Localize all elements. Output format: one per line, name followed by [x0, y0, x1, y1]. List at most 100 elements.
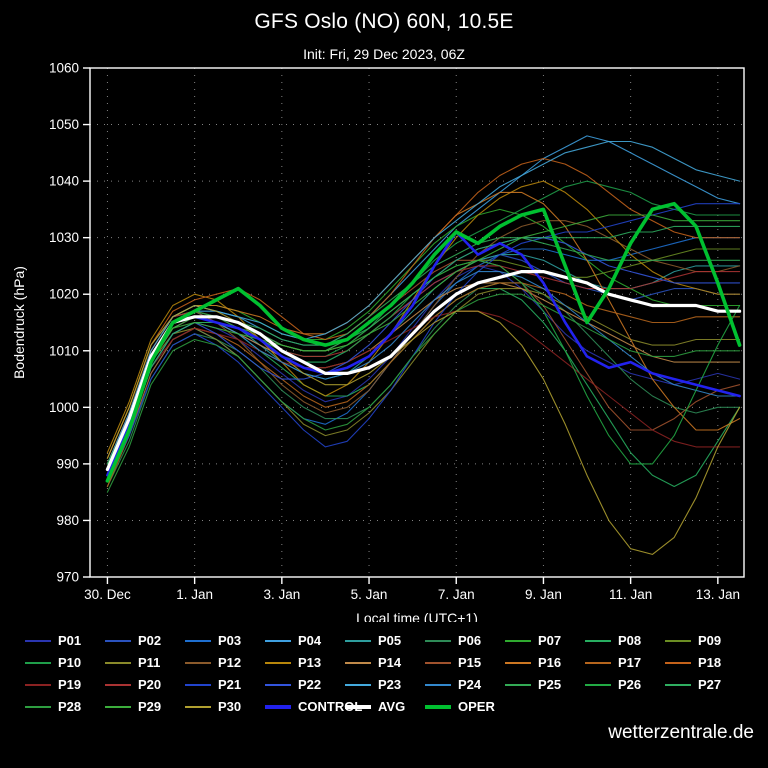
x-tick-label: 30. Dec	[84, 587, 131, 602]
legend: P01 P02 P03 P04 P05 P06 P07 P08 P09 P10 P11 P12 P13 P…	[0, 633, 768, 714]
series-line-control	[106, 230, 741, 477]
series-line-p29	[106, 214, 741, 471]
legend-swatch	[265, 661, 291, 664]
legend-label: P21	[218, 677, 242, 692]
legend-swatch	[425, 661, 451, 664]
footer: wetterzentrale.de	[0, 714, 768, 744]
legend-label: P17	[618, 655, 642, 670]
plot-border	[89, 67, 745, 578]
legend-swatch	[505, 639, 531, 642]
legend-item-p13: P13	[265, 655, 343, 670]
legend-item-p07: P07	[505, 633, 583, 648]
series-line-oper	[105, 201, 742, 483]
y-tick-label: 1010	[49, 343, 79, 358]
x-tick-label: 9. Jan	[525, 587, 562, 602]
legend-label: P19	[58, 677, 82, 692]
x-tick-label: 3. Jan	[263, 587, 300, 602]
x-tick-label: 1. Jan	[176, 587, 213, 602]
legend-item-control: CONTROL	[265, 699, 362, 714]
legend-item-p24: P24	[425, 677, 503, 692]
legend-item-p14: P14	[345, 655, 423, 670]
series-line-p21	[106, 203, 741, 482]
y-tick-label: 1030	[49, 230, 79, 245]
legend-label: CONTROL	[298, 699, 363, 714]
x-tick-label: 5. Jan	[351, 587, 388, 602]
legend-label: P22	[298, 677, 322, 692]
series-line-avg	[105, 270, 742, 472]
series-line-p28	[106, 293, 741, 493]
legend-item-p19: P19	[25, 677, 103, 692]
legend-swatch	[105, 683, 131, 686]
legend-item-p26: P26	[585, 677, 663, 692]
legend-label: P03	[218, 633, 242, 648]
legend-label: P27	[698, 677, 722, 692]
legend-label: P12	[218, 655, 242, 670]
legend-label: P18	[698, 655, 722, 670]
y-tick-label: 1000	[49, 400, 79, 415]
legend-swatch	[505, 683, 531, 686]
legend-swatch	[505, 661, 531, 664]
legend-label: P02	[138, 633, 162, 648]
legend-label: P14	[378, 655, 402, 670]
legend-swatch	[105, 639, 131, 642]
legend-swatch	[345, 683, 371, 686]
legend-label: P30	[218, 699, 242, 714]
series-line-p07	[106, 208, 741, 465]
series-line-p11	[106, 288, 741, 465]
legend-swatch	[25, 639, 51, 642]
watermark: wetterzentrale.de	[608, 722, 754, 743]
y-tick-label: 1050	[49, 117, 79, 132]
legend-swatch	[265, 639, 291, 642]
legend-swatch	[425, 704, 451, 709]
legend-label: P10	[58, 655, 82, 670]
legend-label: P13	[298, 655, 322, 670]
y-tick-label: 1040	[49, 174, 79, 189]
series-line-p25	[106, 237, 741, 476]
legend-label: P11	[138, 655, 161, 670]
legend-label: P25	[538, 677, 562, 692]
legend-swatch	[665, 683, 691, 686]
legend-label: P28	[58, 699, 82, 714]
series-line-p22	[106, 237, 741, 476]
x-axis-label: Local time (UTC+1)	[356, 610, 478, 622]
legend-item-p16: P16	[505, 655, 583, 670]
legend-label: P07	[538, 633, 562, 648]
legend-item-p12: P12	[185, 655, 263, 670]
series-line-p18	[106, 157, 741, 459]
legend-item-p22: P22	[265, 677, 343, 692]
chart-header: GFS Oslo (NO) 60N, 10.5E Init: Fri, 29 D…	[0, 0, 768, 62]
legend-item-oper: OPER	[425, 699, 503, 714]
legend-item-p11: P11	[105, 655, 183, 670]
legend-label: P06	[458, 633, 482, 648]
legend-item-p08: P08	[585, 633, 663, 648]
legend-swatch	[425, 639, 451, 642]
legend-item-p27: P27	[665, 677, 743, 692]
legend-label: P04	[298, 633, 322, 648]
legend-label: P29	[138, 699, 162, 714]
x-tick-label: 11. Jan	[609, 587, 652, 602]
legend-label: P15	[458, 655, 482, 670]
legend-swatch	[185, 639, 211, 642]
legend-swatch	[585, 639, 611, 642]
legend-label: P09	[698, 633, 722, 648]
legend-item-p06: P06	[425, 633, 503, 648]
legend-item-p18: P18	[665, 655, 743, 670]
legend-swatch	[665, 639, 691, 642]
series-line-p30	[106, 304, 741, 555]
legend-label: P16	[538, 655, 562, 670]
series-line-p04	[106, 135, 741, 471]
pressure-chart-svg: 970 980 990 1000 1010 1020 1030 1040 1050 1060 30.…	[11, 61, 745, 626]
legend-swatch	[425, 683, 451, 686]
legend-item-p03: P03	[185, 633, 263, 648]
legend-label: AVG	[378, 699, 406, 714]
legend-item-p25: P25	[505, 677, 583, 692]
legend-swatch	[345, 704, 371, 709]
legend-label: P23	[378, 677, 402, 692]
legend-swatch	[185, 661, 211, 664]
legend-swatch	[665, 661, 691, 664]
init-subtitle: Init: Fri, 29 Dec 2023, 06Z	[303, 46, 465, 62]
legend-swatch	[25, 661, 51, 664]
legend-item-p30: P30	[185, 699, 263, 714]
legend-label: P01	[58, 633, 82, 648]
legend-item-p20: P20	[105, 677, 183, 692]
